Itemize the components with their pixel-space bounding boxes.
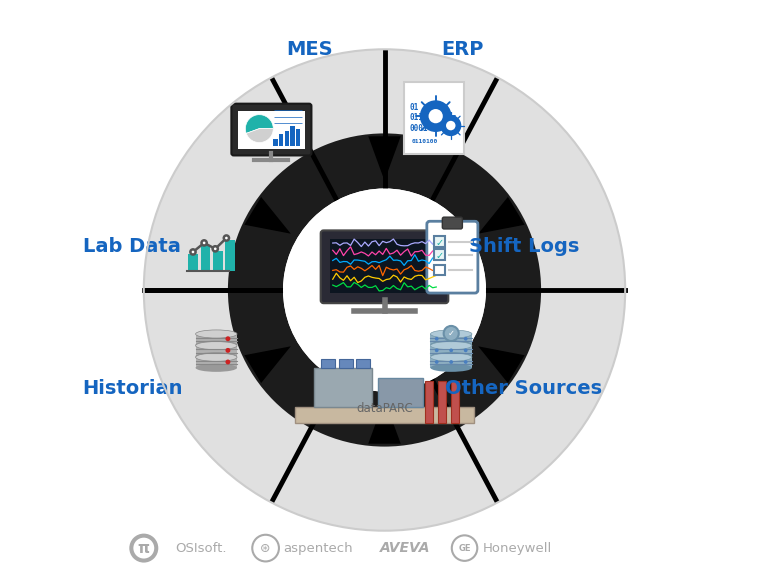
Polygon shape — [368, 136, 401, 181]
Text: 0110100: 0110100 — [411, 139, 438, 144]
Bar — [315, 368, 371, 407]
Bar — [195, 334, 237, 345]
Circle shape — [283, 188, 486, 392]
Text: ✓: ✓ — [436, 251, 444, 261]
Text: AVEVA: AVEVA — [380, 541, 430, 555]
Bar — [434, 249, 444, 260]
Bar — [431, 346, 472, 356]
Circle shape — [464, 337, 468, 340]
Text: π: π — [138, 541, 150, 556]
Ellipse shape — [195, 353, 237, 361]
Bar — [425, 381, 433, 422]
Circle shape — [434, 360, 438, 364]
Circle shape — [225, 348, 231, 353]
FancyBboxPatch shape — [231, 104, 311, 155]
FancyBboxPatch shape — [427, 221, 478, 293]
Polygon shape — [245, 197, 291, 234]
Ellipse shape — [431, 330, 472, 338]
Ellipse shape — [195, 352, 237, 360]
Bar — [201, 245, 211, 271]
Ellipse shape — [431, 342, 472, 350]
Text: aspentech: aspentech — [283, 542, 353, 554]
Ellipse shape — [431, 353, 472, 361]
Bar — [195, 346, 237, 356]
Text: ✓: ✓ — [448, 329, 454, 338]
FancyBboxPatch shape — [321, 230, 448, 303]
Circle shape — [446, 121, 455, 130]
Text: GE: GE — [458, 543, 471, 553]
Circle shape — [449, 337, 453, 340]
FancyBboxPatch shape — [404, 82, 464, 154]
Circle shape — [464, 360, 468, 364]
Bar — [296, 129, 301, 146]
Text: ✓: ✓ — [436, 238, 444, 248]
Circle shape — [225, 336, 231, 341]
Ellipse shape — [195, 342, 237, 350]
Wedge shape — [245, 115, 273, 133]
Polygon shape — [478, 346, 524, 383]
Polygon shape — [245, 346, 291, 383]
Circle shape — [440, 115, 461, 136]
Bar — [285, 130, 289, 146]
Circle shape — [129, 534, 158, 563]
Text: Historian: Historian — [82, 379, 182, 398]
Circle shape — [449, 349, 453, 352]
Text: Honeywell: Honeywell — [483, 542, 552, 554]
Bar — [225, 240, 235, 271]
Text: Lab Data: Lab Data — [83, 237, 181, 256]
Bar — [279, 134, 284, 146]
Text: ERP: ERP — [441, 40, 484, 59]
Circle shape — [225, 360, 231, 364]
Circle shape — [428, 109, 443, 124]
Bar — [330, 240, 439, 293]
Bar — [451, 381, 458, 422]
Bar — [434, 264, 444, 275]
Text: 01
0110
0001: 01 0110 0001 — [409, 103, 428, 133]
Bar — [438, 381, 446, 422]
Bar — [213, 251, 222, 271]
FancyBboxPatch shape — [356, 358, 371, 368]
Text: ⊛: ⊛ — [261, 542, 271, 554]
Text: MES: MES — [286, 40, 332, 59]
Circle shape — [464, 349, 468, 352]
Circle shape — [213, 246, 218, 252]
Polygon shape — [478, 197, 524, 234]
Polygon shape — [368, 399, 401, 444]
Text: Shift Logs: Shift Logs — [468, 237, 579, 256]
Text: OSIsoft.: OSIsoft. — [175, 542, 227, 554]
Ellipse shape — [195, 330, 237, 338]
Circle shape — [224, 235, 229, 241]
Ellipse shape — [431, 352, 472, 360]
FancyBboxPatch shape — [295, 407, 474, 422]
Ellipse shape — [431, 340, 472, 349]
Wedge shape — [228, 133, 541, 447]
Circle shape — [434, 349, 438, 352]
Bar — [188, 254, 198, 271]
Ellipse shape — [195, 340, 237, 349]
Bar — [431, 357, 472, 368]
Bar — [195, 357, 237, 368]
FancyBboxPatch shape — [442, 217, 462, 229]
Bar — [431, 334, 472, 345]
Bar — [434, 236, 444, 247]
Bar — [290, 126, 295, 146]
Circle shape — [191, 249, 195, 255]
Ellipse shape — [195, 364, 237, 372]
Text: dataPARC: dataPARC — [356, 403, 413, 415]
Wedge shape — [246, 129, 273, 143]
Text: Other Sources: Other Sources — [445, 379, 602, 398]
FancyBboxPatch shape — [321, 358, 335, 368]
Wedge shape — [144, 49, 625, 531]
FancyBboxPatch shape — [338, 358, 353, 368]
Circle shape — [444, 326, 459, 341]
Bar — [238, 111, 305, 148]
Circle shape — [201, 240, 207, 245]
Bar — [378, 378, 423, 407]
Circle shape — [449, 360, 453, 364]
Circle shape — [420, 100, 451, 132]
Circle shape — [133, 538, 155, 559]
Ellipse shape — [431, 364, 472, 372]
Circle shape — [434, 337, 438, 340]
Bar — [273, 139, 278, 146]
